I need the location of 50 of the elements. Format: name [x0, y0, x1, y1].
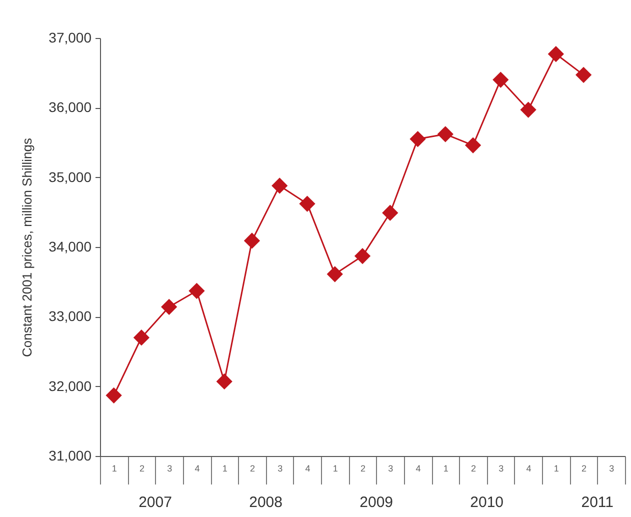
- text: 2009: [360, 494, 394, 511]
- x-tick-label: 4: [526, 464, 532, 474]
- text: 2010: [470, 494, 504, 511]
- x-tick-label: 1: [222, 464, 228, 474]
- point: [326, 266, 343, 282]
- point: [272, 178, 288, 194]
- x-tick-label: 3: [167, 464, 172, 474]
- y-tick-label: 37,000: [48, 30, 92, 46]
- point: [410, 130, 426, 148]
- text: 2008: [249, 494, 282, 511]
- x-tick-label: 3: [388, 464, 394, 474]
- y-tick-label: 32,000: [48, 378, 92, 394]
- x-tick-label: 2: [360, 464, 366, 474]
- point: [244, 232, 260, 249]
- point: [382, 204, 398, 221]
- x-tick-label: 1: [332, 464, 338, 474]
- point: [133, 330, 150, 346]
- point: [299, 196, 316, 212]
- y-axis-title: Constant 2001 prices, million Shillings: [20, 138, 35, 357]
- y-tick-label: 35,000: [48, 168, 92, 185]
- point: [106, 387, 122, 404]
- point: [354, 248, 371, 264]
- x-tick-label: 3: [609, 464, 614, 474]
- x-tick-label: 2: [582, 464, 587, 474]
- x-tick-label: 4: [305, 464, 310, 474]
- x-tick-label: 3: [278, 464, 283, 474]
- x-tick-label: 2: [471, 464, 476, 474]
- point: [161, 298, 178, 315]
- point: [548, 46, 564, 62]
- text: 2011: [581, 494, 614, 511]
- point: [464, 137, 482, 154]
- x-tick-label: 1: [554, 464, 559, 474]
- point: [216, 373, 232, 390]
- point: [437, 126, 454, 142]
- x-tick-label: 2: [139, 464, 144, 474]
- point: [188, 282, 205, 299]
- y-tick-label: 36,000: [48, 99, 92, 116]
- x-tick-label: 4: [194, 464, 200, 474]
- point: [520, 102, 536, 118]
- y-tick-label: 34,000: [48, 238, 92, 254]
- x-tick-label: 4: [416, 464, 421, 474]
- point: [492, 72, 509, 88]
- x-tick-label: 1: [443, 464, 448, 474]
- point: [575, 66, 592, 83]
- x-tick-label: 1: [112, 464, 117, 474]
- x-tick-label: 3: [498, 464, 504, 474]
- y-tick-label: 33,000: [48, 308, 92, 324]
- text: 2007: [138, 494, 172, 511]
- y-tick-label: 31,000: [48, 448, 92, 464]
- x-tick-label: 2: [250, 464, 255, 474]
